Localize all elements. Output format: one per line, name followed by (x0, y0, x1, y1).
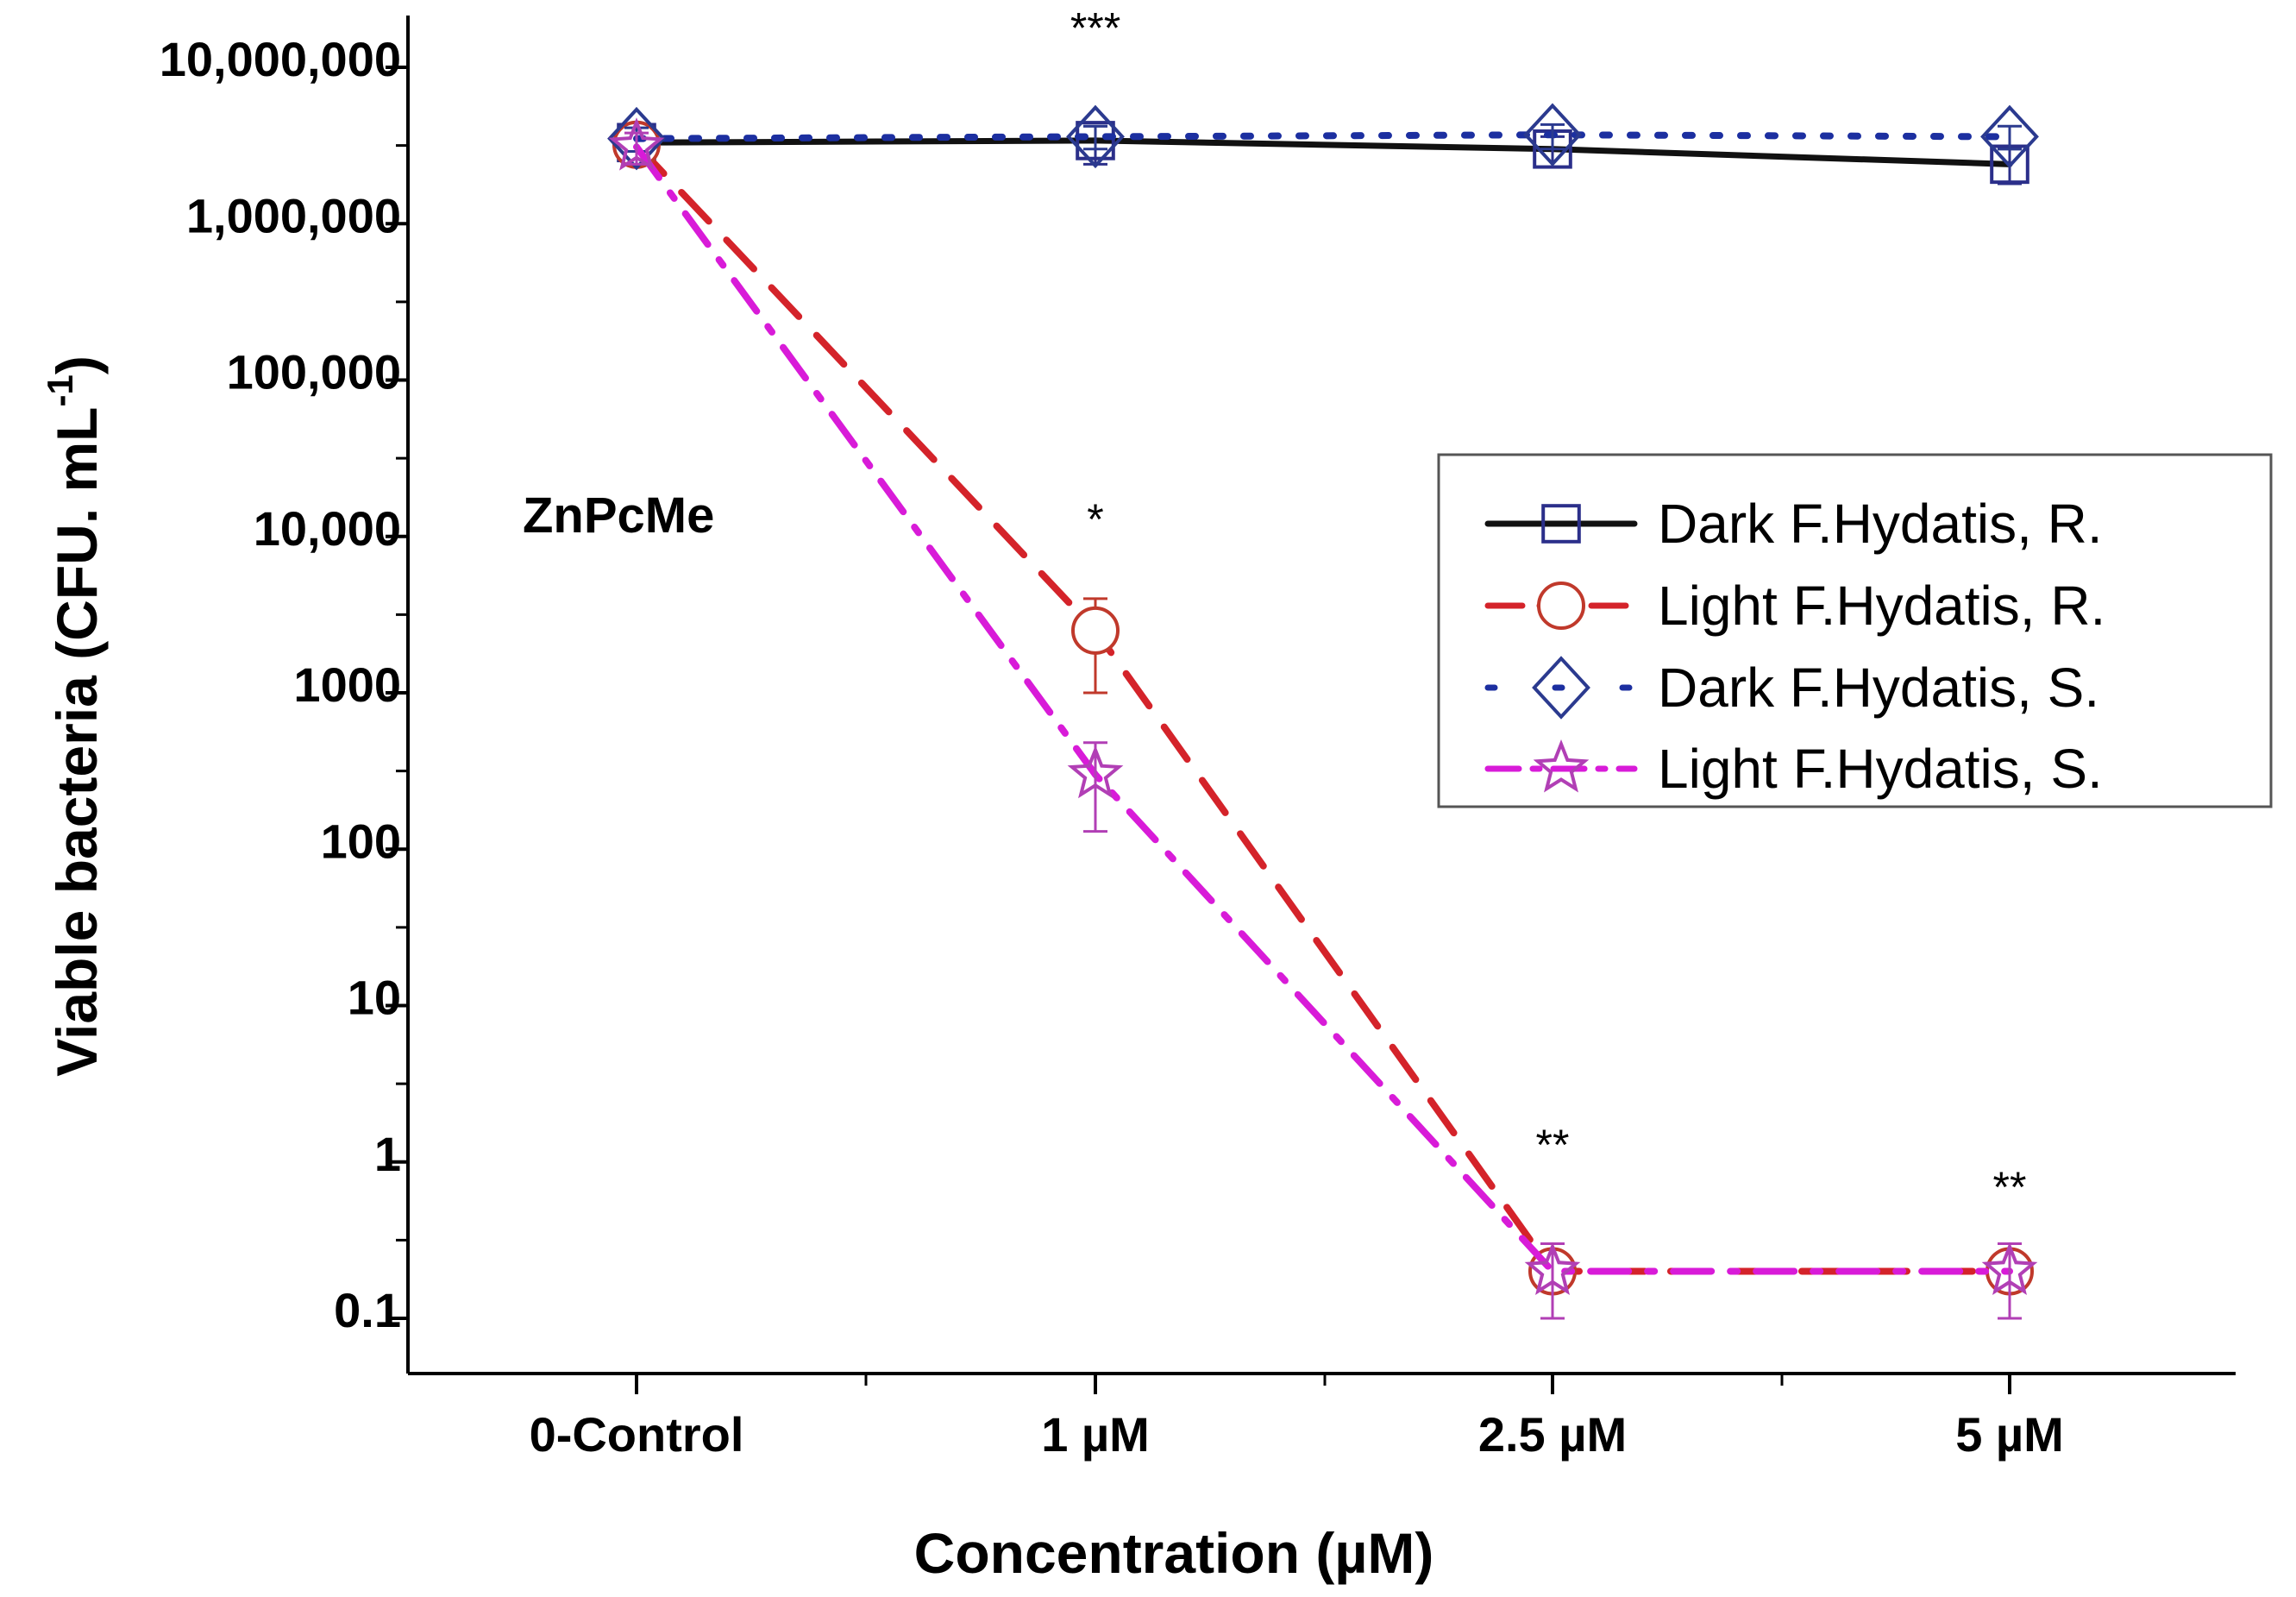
significance-marker: *** (1070, 4, 1120, 53)
significance-marker: ** (1536, 1121, 1570, 1169)
series-4 (608, 117, 2038, 1320)
legend-entry-1: Dark F.Hydatis, R. (1484, 493, 2103, 555)
series-line (633, 141, 2013, 1275)
data-point (1076, 121, 1115, 160)
series-layer (607, 103, 2039, 1320)
x-tick-label: 2.5 µM (1478, 1407, 1627, 1462)
series-line (633, 143, 2013, 1275)
significance-layer: ******** (1070, 4, 2027, 1211)
data-point (1066, 104, 1125, 169)
legend-entry-4: Light F.Hydatis, S. (1484, 738, 2103, 800)
data-point (1067, 745, 1124, 799)
data-point (1524, 1242, 1581, 1295)
legend-entry-3: Dark F.Hydatis, S. (1484, 656, 2099, 720)
y-tick-label: 100,000 (227, 345, 401, 399)
significance-marker: * (1087, 495, 1103, 544)
data-point (1523, 103, 1582, 167)
legend-label: Light F.Hydatis, S. (1658, 738, 2103, 800)
y-tick-label: 10 (348, 971, 401, 1025)
data-point (608, 117, 665, 171)
x-tick-label: 0-Control (530, 1407, 744, 1462)
legend-marker (1541, 504, 1581, 544)
legend-entry-2: Light F.Hydatis, R. (1484, 575, 2105, 637)
y-axis: 10,000,000 1,000,000 100,000 10,000 1000 100 1… (160, 16, 410, 1374)
legend-label: Dark F.Hydatis, R. (1658, 493, 2103, 555)
y-tick-label: 100 (321, 814, 401, 868)
legend-marker (1532, 656, 1590, 720)
y-tick-label: 10,000 (254, 501, 401, 556)
legend-label: Dark F.Hydatis, S. (1658, 657, 2099, 719)
y-axis-title-text: Viable bacteria (CFU. mL (45, 407, 109, 1077)
data-point (1980, 104, 2039, 169)
legend-marker (1537, 582, 1585, 630)
x-axis-title: Concentration (µM) (914, 1521, 1434, 1585)
y-tick-label: 10,000,000 (160, 32, 401, 86)
y-tick-label: 1 (374, 1127, 401, 1181)
legend-marker (1533, 739, 1590, 793)
x-axis: 0-Control 1 µM 2.5 µM 5 µM (408, 1372, 2236, 1462)
y-tick-label: 0.1 (334, 1283, 401, 1337)
y-tick-label: 1000 (293, 657, 401, 712)
x-tick-label: 5 µM (1955, 1407, 2064, 1462)
y-axis-title: Viable bacteria (CFU. mL-1) (40, 355, 109, 1077)
data-point (1071, 606, 1120, 655)
series-line (633, 137, 2013, 167)
x-tick-label: 1 µM (1041, 1407, 1150, 1462)
compound-annotation: ZnPcMe (523, 487, 714, 544)
svg-text:Viable bacteria (CFU. mL-1): Viable bacteria (CFU. mL-1) (40, 355, 109, 1077)
data-point (1981, 1242, 2038, 1295)
data-point (607, 106, 666, 171)
series-line (633, 131, 2013, 142)
significance-marker: ** (1993, 1163, 2027, 1211)
legend-label: Light F.Hydatis, R. (1658, 575, 2105, 637)
legend: Dark F.Hydatis, R. Light F.Hydatis, R. Dar… (1437, 453, 2273, 808)
y-tick-label: 1,000,000 (186, 188, 401, 242)
series-1 (617, 121, 2029, 185)
y-axis-title-superscript: -1 (40, 374, 80, 406)
